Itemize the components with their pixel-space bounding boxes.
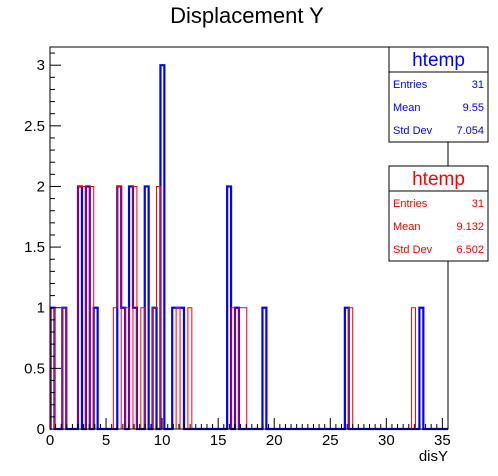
stat-row-value: 9.55 [463, 102, 484, 114]
stat-row-label: Std Dev [393, 244, 433, 256]
x-tick-label: 10 [154, 432, 171, 449]
stat-row-value: 7.054 [456, 125, 484, 137]
x-axis: 0 5 10 15 20 25 30 35 [46, 418, 451, 449]
plot-area [49, 64, 448, 431]
stat-row-value: 31 [472, 79, 484, 91]
stat-row-label: Entries [393, 79, 428, 91]
stat-row-label: Std Dev [393, 125, 433, 137]
y-tick-label: 0.5 [24, 360, 45, 377]
x-tick-label: 5 [102, 432, 110, 449]
stat-row-label: Mean [393, 102, 421, 114]
y-tick-label: 1 [37, 300, 45, 317]
y-tick-label: 2.5 [24, 118, 45, 135]
stat-row-value: 9.132 [456, 221, 484, 233]
x-tick-label: 35 [434, 432, 451, 449]
stat-box-frame [388, 46, 489, 143]
stat-box-title: htemp [412, 169, 465, 190]
y-axis: 0 0.5 1 1.5 2 2.5 3 [24, 52, 61, 438]
x-tick-label: 30 [378, 432, 395, 449]
y-tick-label: 0 [37, 421, 45, 438]
y-tick-label: 2 [37, 178, 45, 195]
x-tick-label: 15 [210, 432, 227, 449]
x-tick-label: 25 [322, 432, 339, 449]
x-tick-label: 0 [46, 432, 54, 449]
stat-box-2: htemp Entries 31 Mean 9.132 Std Dev 6.502 [388, 165, 489, 262]
stat-box-1: htemp Entries 31 Mean 9.55 Std Dev 7.054 [388, 46, 489, 143]
x-tick-label: 20 [266, 432, 283, 449]
series-2 [50, 185, 448, 430]
stat-box-title: htemp [412, 50, 465, 71]
series-1 [49, 64, 448, 431]
y-tick-label: 1.5 [24, 239, 45, 256]
stat-box-frame [388, 165, 489, 262]
series-2-outline [50, 185, 448, 430]
stat-row-value: 6.502 [456, 244, 484, 256]
y-tick-label: 3 [37, 57, 45, 74]
stat-row-value: 31 [472, 198, 484, 210]
series-1-outline [49, 64, 448, 431]
stat-row-label: Mean [393, 221, 421, 233]
stat-row-label: Entries [393, 198, 428, 210]
legend: htemp Entries 31 Mean 9.55 Std Dev 7.054 htemp E… [388, 46, 489, 262]
chart-title: Displacement Y [170, 3, 324, 28]
x-axis-label: disY [419, 448, 448, 465]
